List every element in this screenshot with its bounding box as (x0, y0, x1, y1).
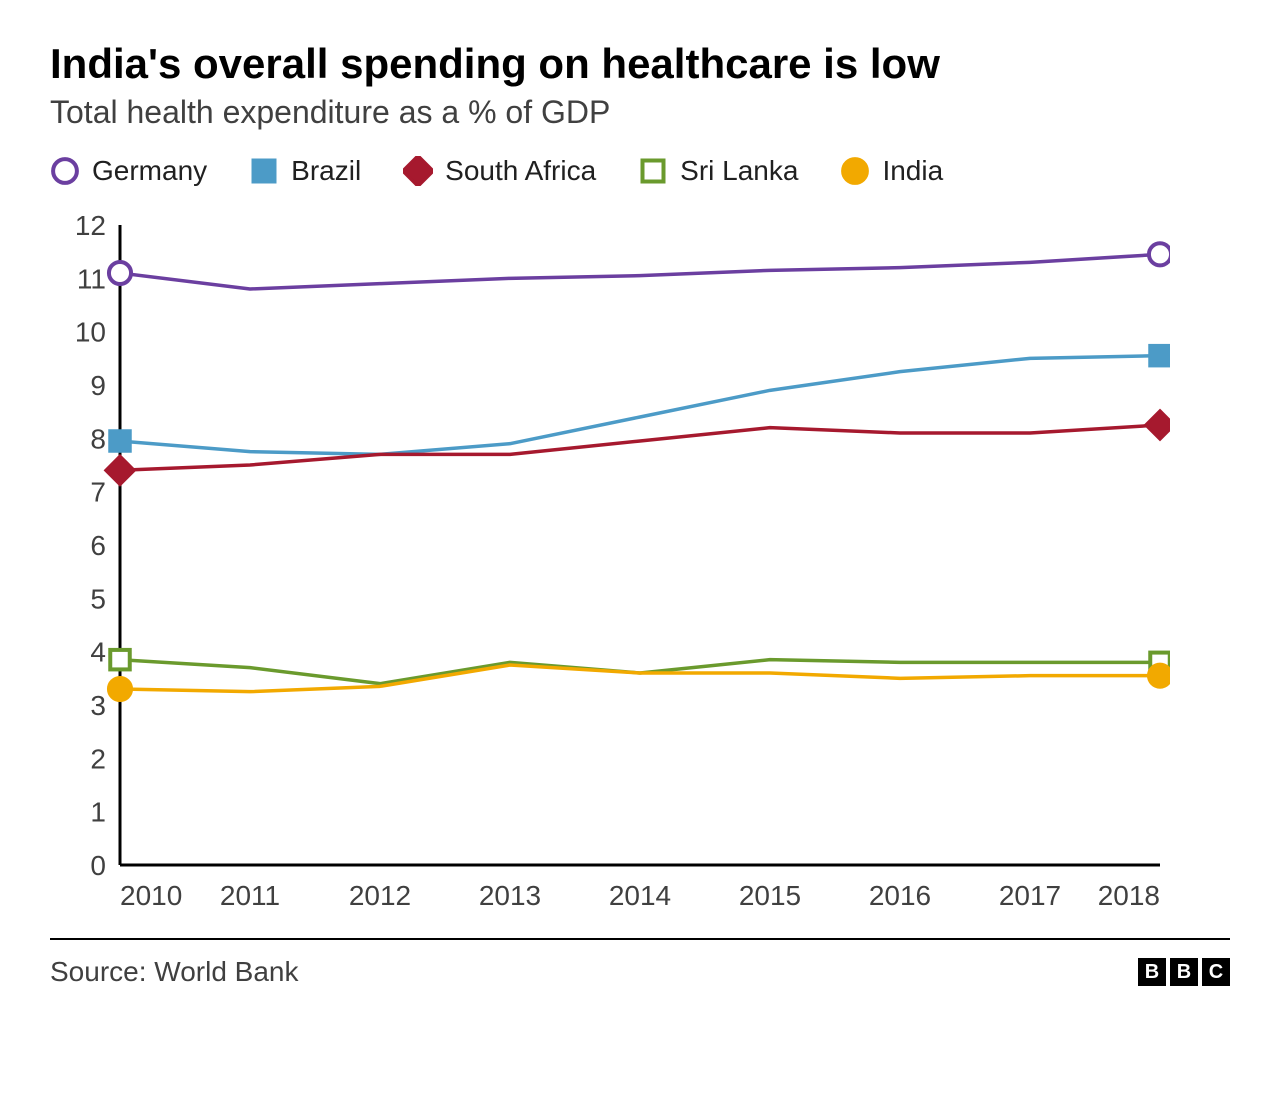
circle-icon (840, 156, 870, 186)
bbc-logo: BBC (1138, 958, 1230, 986)
series-line (120, 254, 1160, 289)
legend-item: Brazil (249, 155, 361, 187)
y-axis-label: 1 (90, 797, 106, 828)
y-axis-label: 3 (90, 690, 106, 721)
x-axis-label: 2012 (349, 880, 411, 911)
y-axis-label: 7 (90, 477, 106, 508)
series-line (120, 665, 1160, 692)
y-axis-label: 12 (75, 215, 106, 241)
open-circle-icon (50, 156, 80, 186)
square-icon (249, 156, 279, 186)
y-axis-label: 10 (75, 317, 106, 348)
series-marker (106, 456, 135, 485)
bbc-logo-letter: B (1170, 958, 1198, 986)
x-axis-label: 2016 (869, 880, 931, 911)
x-axis-label: 2018 (1098, 880, 1160, 911)
series-marker (110, 650, 130, 670)
series-marker (1149, 243, 1170, 265)
series-marker (110, 431, 130, 451)
legend-label: Germany (92, 155, 207, 187)
x-axis-label: 2017 (999, 880, 1061, 911)
x-axis-label: 2013 (479, 880, 541, 911)
legend-item: Germany (50, 155, 207, 187)
legend-label: Brazil (291, 155, 361, 187)
x-axis-label: 2014 (609, 880, 671, 911)
y-axis-label: 4 (90, 637, 106, 668)
series-marker (1150, 346, 1170, 366)
series-line (120, 425, 1160, 470)
source-label: Source: World Bank (50, 956, 299, 988)
series-marker (109, 678, 131, 700)
y-axis-label: 5 (90, 583, 106, 614)
open-square-icon (638, 156, 668, 186)
legend-item: South Africa (403, 155, 596, 187)
line-chart-svg: 0123456789101112201020112012201320142015… (50, 215, 1170, 915)
bbc-logo-letter: C (1202, 958, 1230, 986)
diamond-icon (403, 156, 433, 186)
chart-subtitle: Total health expenditure as a % of GDP (50, 94, 1230, 131)
legend-label: India (882, 155, 943, 187)
y-axis-label: 8 (90, 423, 106, 454)
series-marker (1146, 411, 1170, 440)
y-axis-label: 9 (90, 370, 106, 401)
y-axis-label: 0 (90, 850, 106, 881)
series-marker (1149, 665, 1170, 687)
y-axis-label: 11 (77, 263, 106, 294)
x-axis-label: 2010 (120, 880, 182, 911)
legend-item: India (840, 155, 943, 187)
y-axis-label: 2 (90, 743, 106, 774)
chart-title: India's overall spending on healthcare i… (50, 40, 1230, 88)
legend-label: South Africa (445, 155, 596, 187)
legend-item: Sri Lanka (638, 155, 798, 187)
x-axis-label: 2011 (220, 880, 280, 911)
bbc-logo-letter: B (1138, 958, 1166, 986)
legend: Germany Brazil South Africa Sri Lanka India (50, 155, 1230, 187)
legend-label: Sri Lanka (680, 155, 798, 187)
plot-area: 0123456789101112201020112012201320142015… (50, 215, 1230, 920)
x-axis-label: 2015 (739, 880, 801, 911)
y-axis-label: 6 (90, 530, 106, 561)
series-marker (109, 262, 131, 284)
